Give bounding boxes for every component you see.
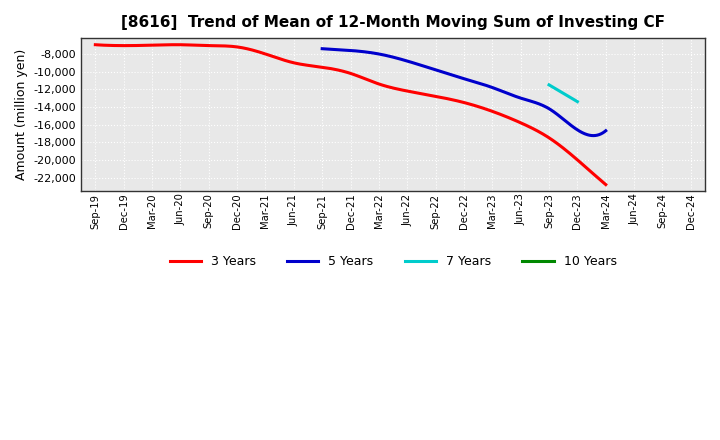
- Legend: 3 Years, 5 Years, 7 Years, 10 Years: 3 Years, 5 Years, 7 Years, 10 Years: [165, 250, 621, 273]
- Title: [8616]  Trend of Mean of 12-Month Moving Sum of Investing CF: [8616] Trend of Mean of 12-Month Moving …: [121, 15, 665, 30]
- Y-axis label: Amount (million yen): Amount (million yen): [15, 49, 28, 180]
